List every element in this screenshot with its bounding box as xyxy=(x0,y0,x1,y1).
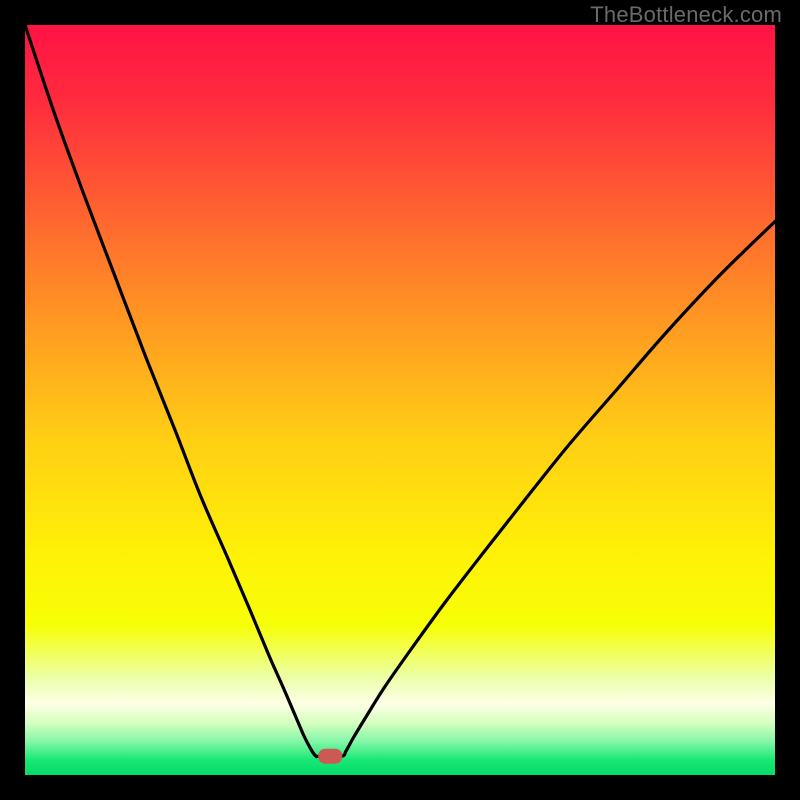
chart-container: TheBottleneck.com xyxy=(0,0,800,800)
minimum-marker xyxy=(318,749,342,764)
watermark-text: TheBottleneck.com xyxy=(590,2,782,28)
bottleneck-chart xyxy=(0,0,800,800)
